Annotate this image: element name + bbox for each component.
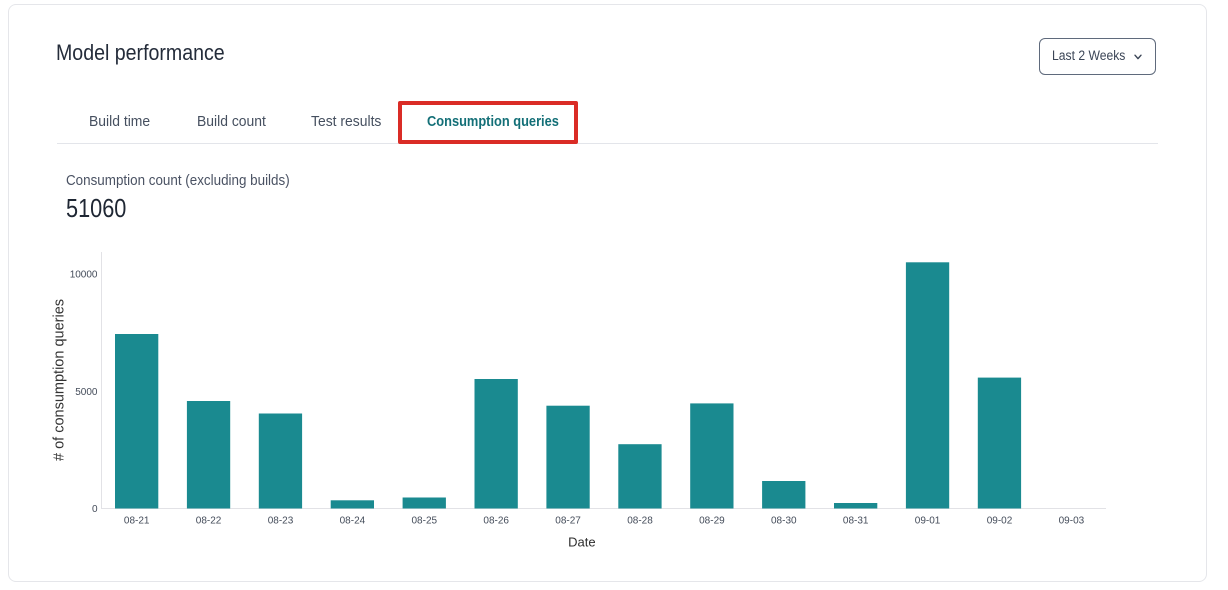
svg-text:08-22: 08-22 (196, 516, 222, 527)
svg-text:08-27: 08-27 (555, 516, 581, 527)
svg-text:08-23: 08-23 (268, 516, 294, 527)
svg-text:08-25: 08-25 (412, 516, 438, 527)
svg-text:09-03: 09-03 (1059, 516, 1085, 527)
svg-text:08-31: 08-31 (843, 516, 869, 527)
svg-text:5000: 5000 (75, 387, 98, 398)
svg-text:08-28: 08-28 (627, 516, 653, 527)
svg-text:08-29: 08-29 (699, 516, 725, 527)
svg-text:Date: Date (568, 535, 595, 550)
svg-text:09-02: 09-02 (987, 516, 1013, 527)
svg-text:09-01: 09-01 (915, 516, 941, 527)
svg-text:10000: 10000 (70, 270, 98, 281)
svg-text:08-21: 08-21 (124, 516, 150, 527)
svg-text:08-24: 08-24 (340, 516, 366, 527)
svg-text:08-26: 08-26 (483, 516, 509, 527)
svg-text:0: 0 (92, 504, 98, 515)
svg-text:# of consumption queries: # of consumption queries (52, 299, 68, 461)
svg-text:08-30: 08-30 (771, 516, 797, 527)
